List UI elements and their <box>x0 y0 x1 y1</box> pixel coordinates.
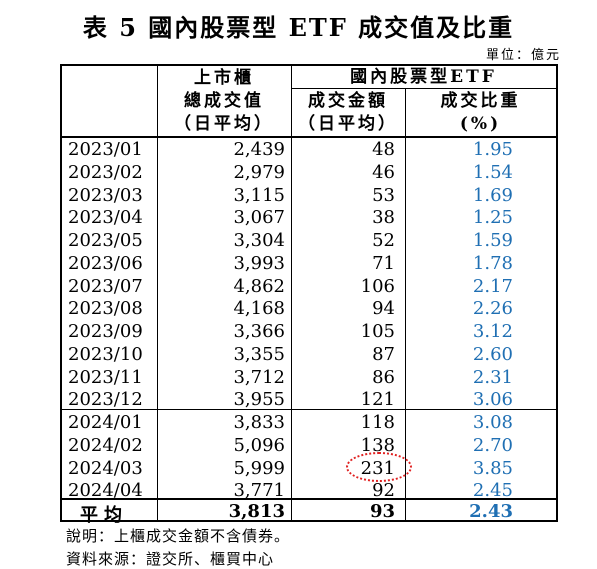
row-total: 3,115 <box>233 184 285 206</box>
highlight-circle <box>346 452 412 482</box>
row-ratio: 1.78 <box>472 252 513 274</box>
row-date: 2024/03 <box>68 457 143 479</box>
row-amount: 48 <box>372 139 395 160</box>
row-total: 3,366 <box>233 321 285 342</box>
etf-table: 上市櫃 總成交值 （日平均） 國內股票型ETF 成交金額 （日平均） 成交比重 … <box>60 64 558 526</box>
header-total-line3: （日平均） <box>174 114 274 134</box>
row-date: 2023/04 <box>68 207 143 229</box>
row-total: 3,355 <box>233 343 285 365</box>
row-total: 2,979 <box>233 161 285 183</box>
table-row: 2024/04 3,771 92 2.45 <box>62 479 556 502</box>
row-date: 2024/04 <box>68 480 143 502</box>
table-row: 2023/05 3,304 52 1.59 <box>62 229 556 252</box>
table-row: 2023/08 4,168 94 2.26 <box>62 297 556 320</box>
table-row: 2023/06 3,993 71 1.78 <box>62 252 556 275</box>
row-ratio: 2.31 <box>472 366 513 388</box>
row-amount: 92 <box>372 480 395 502</box>
table-row: 2023/03 3,115 53 1.69 <box>62 184 556 207</box>
row-date: 2024/01 <box>68 412 143 433</box>
row-ratio: 3.08 <box>472 412 513 433</box>
row-date: 2023/03 <box>68 184 143 206</box>
row-ratio: 3.06 <box>472 389 513 411</box>
row-date: 2023/09 <box>68 321 143 342</box>
note-explanation: 說明：上櫃成交金額不含債券。 <box>66 527 291 545</box>
average-label: 平均 <box>80 505 128 526</box>
row-total: 5,096 <box>233 434 285 456</box>
average-ratio: 2.43 <box>469 501 513 522</box>
row-ratio: 3.85 <box>472 457 513 479</box>
average-row: 平均 3,813 93 2.43 <box>62 500 556 526</box>
table-row: 2023/09 3,366 105 3.12 <box>62 320 556 343</box>
row-amount: 118 <box>360 412 395 433</box>
row-date: 2023/05 <box>68 230 143 251</box>
row-total: 2,439 <box>233 139 285 160</box>
row-ratio: 2.60 <box>472 343 513 365</box>
row-total: 4,862 <box>233 275 285 297</box>
header-total-line2: 總成交值 <box>184 91 264 111</box>
row-ratio: 2.45 <box>472 480 513 502</box>
table-row: 2023/12 3,955 121 3.06 <box>62 388 556 411</box>
row-amount: 52 <box>372 230 395 251</box>
row-amount: 94 <box>372 298 395 320</box>
row-amount: 46 <box>372 161 395 183</box>
table-row: 2023/01 2,439 48 1.95 <box>62 138 556 161</box>
row-amount: 121 <box>360 389 395 411</box>
row-date: 2023/12 <box>68 389 143 411</box>
row-date: 2023/06 <box>68 252 143 274</box>
table-row: 2024/01 3,833 118 3.08 <box>62 411 556 434</box>
header-total-line1: 上市櫃 <box>194 68 254 88</box>
table-row: 2023/10 3,355 87 2.60 <box>62 343 556 366</box>
row-ratio: 1.54 <box>472 161 513 183</box>
average-amount: 93 <box>369 501 395 522</box>
table-row: 2023/04 3,067 38 1.25 <box>62 206 556 229</box>
row-total: 3,304 <box>233 230 285 251</box>
row-amount: 106 <box>360 275 395 297</box>
header-etf-group: 國內股票型ETF <box>350 67 497 87</box>
row-date: 2023/01 <box>68 139 143 160</box>
row-amount: 138 <box>360 434 395 456</box>
table-row: 2023/07 4,862 106 2.17 <box>62 275 556 298</box>
row-ratio: 1.59 <box>472 230 513 251</box>
row-ratio: 3.12 <box>472 321 513 342</box>
row-total: 5,999 <box>233 457 285 479</box>
row-date: 2023/08 <box>68 298 143 320</box>
row-date: 2023/02 <box>68 161 143 183</box>
table-row: 2024/02 5,096 138 2.70 <box>62 434 556 457</box>
table-row: 2024/03 5,999 231 3.85 <box>62 457 556 480</box>
row-amount: 105 <box>360 321 395 342</box>
row-amount: 86 <box>372 366 395 388</box>
row-total: 3,993 <box>233 252 285 274</box>
row-total: 3,955 <box>233 389 285 411</box>
row-date: 2024/02 <box>68 434 143 456</box>
row-amount: 71 <box>372 252 395 274</box>
row-total: 3,067 <box>233 207 285 229</box>
header-ratio-line2: (%) <box>459 114 502 134</box>
row-ratio: 2.17 <box>472 275 513 297</box>
row-amount: 87 <box>372 343 395 365</box>
table-title: 表 5 國內股票型 ETF 成交值及比重 <box>82 13 515 42</box>
row-date: 2023/07 <box>68 275 143 297</box>
row-amount: 38 <box>372 207 395 229</box>
row-total: 3,712 <box>233 366 285 388</box>
row-total: 3,771 <box>233 480 285 502</box>
header-ratio-line1: 成交比重 <box>440 91 521 111</box>
row-ratio: 2.26 <box>472 298 513 320</box>
note-source: 資料來源：證交所、櫃買中心 <box>66 550 275 568</box>
row-total: 3,833 <box>233 412 285 433</box>
average-total: 3,813 <box>228 501 285 522</box>
table-row: 2023/11 3,712 86 2.31 <box>62 366 556 389</box>
row-amount: 53 <box>372 184 395 206</box>
table-row: 2023/02 2,979 46 1.54 <box>62 161 556 184</box>
row-ratio: 2.70 <box>472 434 513 456</box>
row-ratio: 1.95 <box>472 139 513 160</box>
row-date: 2023/10 <box>68 343 143 365</box>
row-ratio: 1.69 <box>472 184 513 206</box>
row-total: 4,168 <box>233 298 285 320</box>
unit-label: 單位：億元 <box>485 48 561 63</box>
header-amount-line2: （日平均） <box>298 114 398 134</box>
header-amount-line1: 成交金額 <box>308 91 388 111</box>
row-date: 2023/11 <box>68 366 143 388</box>
row-ratio: 1.25 <box>472 207 513 229</box>
